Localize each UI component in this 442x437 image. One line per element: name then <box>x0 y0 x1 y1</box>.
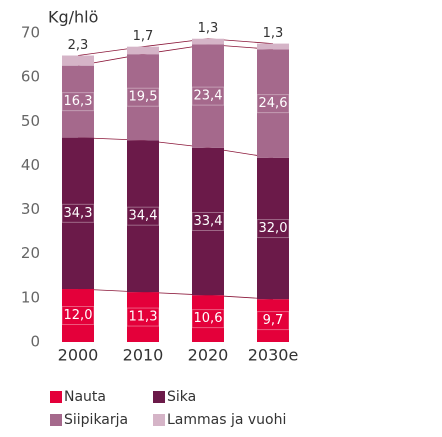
y-tick-label: 30 <box>21 200 40 218</box>
connector-lines <box>77 38 274 300</box>
value-label: 11,3 <box>129 310 158 325</box>
value-label: 24,6 <box>259 96 288 111</box>
value-label: 10,6 <box>194 311 223 326</box>
value-label-box <box>256 219 290 239</box>
value-label: 34,4 <box>129 209 158 224</box>
value-labels: 12,0 11,3 10,6 9,7 34,3 34,4 33,4 32,0 16,3 19,5 2… <box>61 21 290 331</box>
x-tick-label: 2010 <box>123 346 164 365</box>
x-tick-label: 2000 <box>58 346 99 365</box>
value-label: 1,3 <box>263 26 284 41</box>
value-label-box <box>61 306 95 326</box>
value-label-box <box>191 86 225 106</box>
value-label: 34,3 <box>64 206 93 221</box>
value-label-box <box>61 92 95 112</box>
value-label-box <box>191 309 225 329</box>
value-label-box <box>126 307 160 327</box>
value-label: 32,0 <box>259 221 288 236</box>
value-label: 12,0 <box>64 308 93 323</box>
legend-label: Sika <box>167 389 196 405</box>
value-label: 16,3 <box>64 94 93 109</box>
value-label: 1,3 <box>198 21 219 36</box>
bar-segment <box>257 43 289 50</box>
value-label: 23,4 <box>194 89 223 104</box>
value-label: 33,4 <box>194 214 223 229</box>
value-label-box <box>61 203 95 223</box>
bar-segment <box>127 46 159 55</box>
legend-swatch <box>50 391 62 403</box>
value-label-box <box>126 87 160 107</box>
bar-segment <box>62 55 94 66</box>
y-tick-label: 50 <box>21 112 40 130</box>
y-tick-label: 70 <box>21 24 40 42</box>
x-tick-label: 2030e <box>248 346 299 365</box>
y-tick-label: 20 <box>21 244 40 262</box>
y-tick-label: 40 <box>21 156 40 174</box>
value-label: 2,3 <box>68 38 89 53</box>
bar-segment <box>192 38 224 45</box>
y-tick-label: 60 <box>21 68 40 86</box>
legend-label: Nauta <box>64 389 106 405</box>
value-label: 9,7 <box>263 313 284 328</box>
legend-swatch <box>153 414 165 426</box>
value-label-box <box>256 94 290 114</box>
legend-swatch <box>153 391 165 403</box>
y-tick-label: 0 <box>30 333 40 351</box>
value-label: 19,5 <box>129 90 158 105</box>
legend-label: Siipikarja <box>64 412 128 428</box>
y-tick-label: 10 <box>21 288 40 306</box>
value-label-box <box>126 206 160 226</box>
value-label: 1,7 <box>133 29 154 44</box>
value-label-box <box>191 211 225 231</box>
legend-swatch <box>50 414 62 426</box>
x-tick-label: 2020 <box>188 346 229 365</box>
legend-label: Lammas ja vuohi <box>167 412 286 428</box>
bars <box>62 38 289 342</box>
value-label-box <box>256 311 290 331</box>
y-axis-label: Kg/hlö <box>48 8 98 27</box>
